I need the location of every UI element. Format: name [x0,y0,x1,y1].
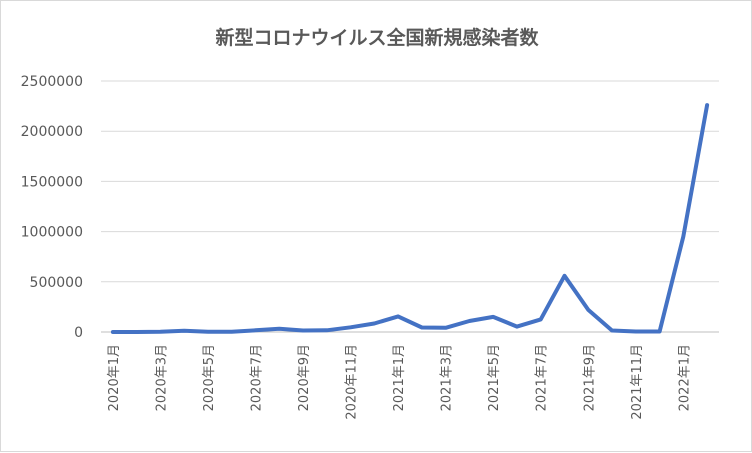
y-tick-label: 2000000 [21,124,83,140]
x-tick-label: 2020年9月 [297,344,312,411]
y-tick-label: 1000000 [21,225,83,241]
y-tick-label: 2500000 [21,74,83,90]
x-tick-label: 2021年3月 [440,344,455,411]
x-tick-label: 2020年7月 [250,344,265,411]
x-tick-label: 2021年11月 [630,344,645,420]
x-tick-label: 2020年3月 [154,344,169,411]
chart-title: 新型コロナウイルス全国新規感染者数 [215,26,539,49]
x-tick-label: 2021年1月 [392,344,407,411]
y-tick-label: 0 [74,325,83,341]
series-line [113,105,707,332]
y-tick-label: 500000 [30,275,83,291]
y-tick-label: 1500000 [21,174,83,190]
x-tick-label: 2022年1月 [677,344,692,411]
x-tick-label: 2020年1月 [107,344,122,411]
y-axis-ticks: 0 500000 1000000 1500000 2000000 2500000 [21,74,83,341]
x-axis-ticks: 2020年1月 2020年3月 2020年5月 2020年7月 2020年9月 2020年… [107,344,692,420]
x-tick-label: 2020年11月 [345,344,360,420]
x-tick-label: 2021年9月 [582,344,597,411]
x-tick-label: 2021年5月 [487,344,502,411]
x-tick-label: 2021年7月 [535,344,550,411]
gridlines [101,81,719,332]
series-layer [113,105,707,332]
x-tick-label: 2020年5月 [202,344,217,411]
